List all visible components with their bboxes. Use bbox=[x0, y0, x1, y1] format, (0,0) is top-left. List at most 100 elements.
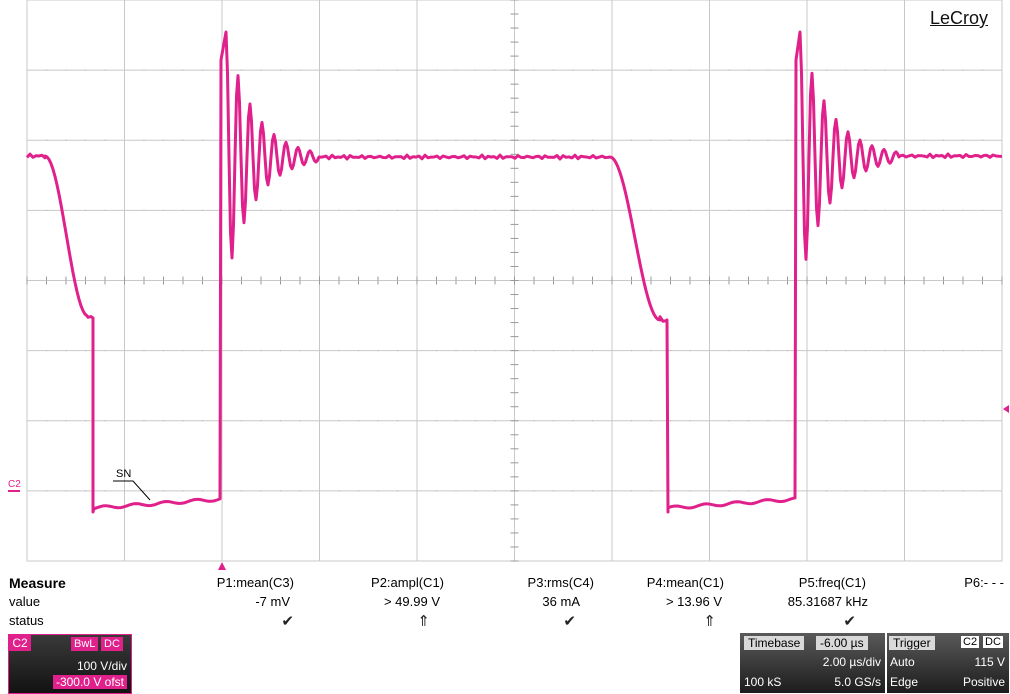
grid-dot bbox=[923, 280, 925, 281]
grid-dot bbox=[260, 69, 262, 71]
param-name[interactable]: P5:freq(C1) bbox=[798, 575, 866, 590]
grid-dot bbox=[436, 350, 437, 352]
timebase-scale: 2.00 µs/div bbox=[822, 655, 881, 669]
grid-dot bbox=[377, 280, 379, 281]
grid-dot bbox=[787, 69, 788, 71]
param-name[interactable]: P6:- - - bbox=[964, 575, 1004, 590]
grid-dot bbox=[397, 69, 398, 71]
param-name[interactable]: P4:mean(C1) bbox=[646, 575, 724, 590]
param-value: -7 mV bbox=[255, 594, 290, 609]
check-icon: ✔ bbox=[563, 613, 576, 630]
grid-dot bbox=[299, 139, 301, 141]
grid-dot bbox=[943, 490, 944, 492]
grid-dot bbox=[202, 69, 203, 71]
grid-dot bbox=[923, 209, 925, 211]
grid-dot bbox=[982, 420, 983, 422]
grid-dot bbox=[728, 139, 730, 141]
grid-dot bbox=[592, 69, 593, 71]
grid-dot bbox=[397, 420, 398, 422]
grid-dot bbox=[202, 420, 203, 422]
grid-dot bbox=[299, 350, 301, 352]
grid-dot bbox=[85, 490, 86, 492]
grid-dot bbox=[436, 209, 437, 211]
grid-dot bbox=[280, 280, 281, 281]
grid-dot bbox=[943, 420, 944, 422]
grid-dot bbox=[494, 350, 496, 352]
grid-dot bbox=[982, 280, 983, 281]
grid-dot bbox=[670, 69, 671, 71]
vertical-scale: 100 V/div bbox=[76, 659, 127, 673]
param-name[interactable]: P1:mean(C3) bbox=[216, 575, 294, 590]
grid-dot bbox=[767, 350, 769, 352]
grid-dot bbox=[338, 69, 340, 71]
grid-dot bbox=[46, 490, 47, 492]
grid-dot bbox=[377, 420, 379, 422]
grid-dot bbox=[299, 69, 301, 71]
grid-dot bbox=[163, 490, 164, 492]
grid-dot bbox=[241, 490, 242, 492]
double-up-arrow-icon: ⇑ bbox=[703, 613, 716, 630]
grid-dot bbox=[143, 350, 145, 352]
grid-dot bbox=[202, 280, 203, 281]
channel-c2-trace bbox=[25, 30, 1003, 514]
grid-dot bbox=[767, 69, 769, 71]
grid-dot bbox=[475, 350, 476, 352]
grid-dot bbox=[787, 350, 788, 352]
grid-dot bbox=[299, 490, 301, 492]
grid-dot bbox=[884, 280, 886, 281]
grid-dot bbox=[46, 139, 47, 141]
grid-dot bbox=[358, 209, 359, 211]
grid-dot bbox=[280, 209, 281, 211]
grid-dot bbox=[553, 139, 554, 141]
grid-dot bbox=[338, 209, 340, 211]
grid-dot bbox=[689, 490, 691, 492]
timebase-descriptor[interactable]: Timebase -6.00 µs 2.00 µs/div 100 kS 5.0… bbox=[740, 633, 885, 693]
grid-dot bbox=[260, 420, 262, 422]
trigger-descriptor[interactable]: Trigger C2 DC Auto 115 V Edge Positive bbox=[887, 633, 1009, 693]
grid-dot bbox=[923, 490, 925, 492]
grid-dot bbox=[689, 69, 691, 71]
grid-dot bbox=[787, 490, 788, 492]
grid-dot bbox=[260, 490, 262, 492]
grid-dot bbox=[865, 69, 866, 71]
grid-dot bbox=[982, 490, 983, 492]
grid-dot bbox=[85, 420, 86, 422]
grid-dot bbox=[85, 280, 86, 281]
grid-dot bbox=[962, 139, 964, 141]
grid-dot bbox=[943, 139, 944, 141]
grid-dot bbox=[592, 490, 593, 492]
grid-dot bbox=[884, 490, 886, 492]
grid-dot bbox=[397, 139, 398, 141]
vertical-offset: -300.0 V ofst bbox=[52, 675, 127, 689]
grid-dot bbox=[689, 420, 691, 422]
grid-dot bbox=[280, 350, 281, 352]
grid-dot bbox=[241, 69, 242, 71]
grid-dot bbox=[533, 420, 535, 422]
grid-dot bbox=[533, 139, 535, 141]
grid-dot bbox=[572, 209, 574, 211]
graticule bbox=[26, 0, 1003, 562]
grid-dot bbox=[436, 280, 437, 281]
grid-dot bbox=[104, 280, 106, 281]
measure-header[interactable]: Measure bbox=[9, 575, 66, 591]
grid-dot bbox=[397, 350, 398, 352]
grid-dot bbox=[884, 209, 886, 211]
trigger-type: Edge bbox=[890, 675, 919, 689]
grid-dot bbox=[748, 139, 749, 141]
grid-dot bbox=[436, 139, 437, 141]
grid-dot bbox=[650, 280, 652, 281]
grid-dot bbox=[533, 69, 535, 71]
grid-dot bbox=[241, 420, 242, 422]
param-name[interactable]: P3:rms(C4) bbox=[527, 575, 594, 590]
grid-dot bbox=[241, 350, 242, 352]
grid-dot bbox=[826, 420, 827, 422]
grid-dot bbox=[182, 490, 184, 492]
grid-dot bbox=[728, 490, 730, 492]
channel-c2-descriptor[interactable]: C2 BwL DC 100 V/div -300.0 V ofst bbox=[8, 634, 132, 694]
grid-dot bbox=[845, 69, 847, 71]
channel-ground-label: C2 bbox=[8, 479, 21, 490]
grid-dot bbox=[494, 420, 496, 422]
grid-dot bbox=[533, 209, 535, 211]
param-name[interactable]: P2:ampl(C1) bbox=[371, 575, 444, 590]
grid-dot bbox=[728, 209, 730, 211]
